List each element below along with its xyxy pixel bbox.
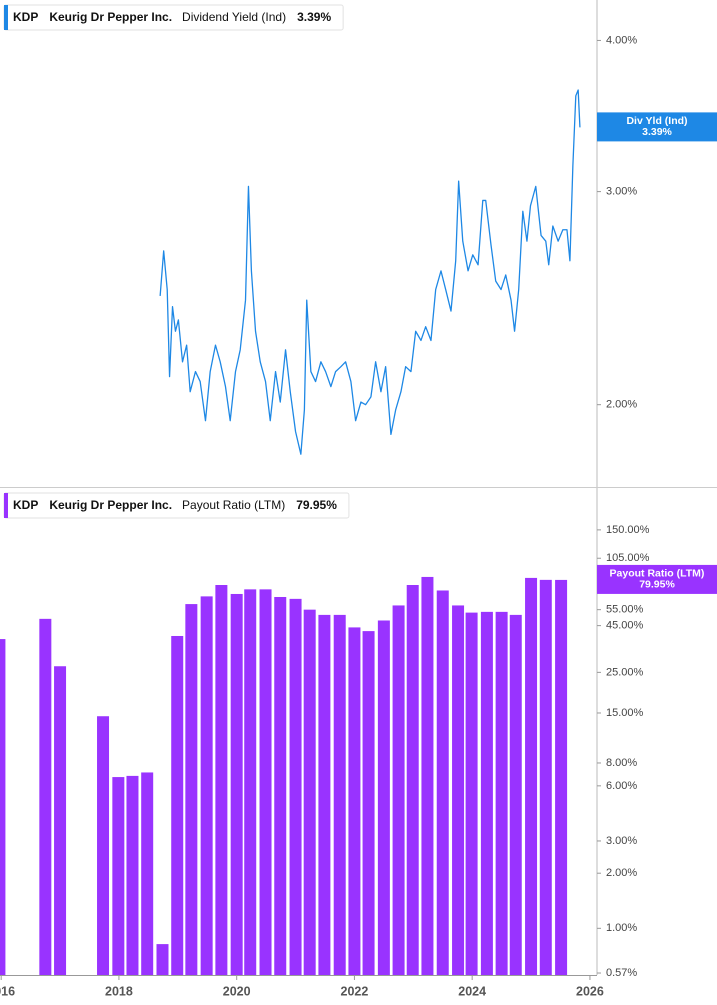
company-name: Keurig Dr Pepper Inc. — [49, 10, 172, 24]
bar — [185, 604, 198, 975]
bar — [318, 614, 331, 975]
y-tick-label: 3.00% — [606, 835, 637, 847]
bar — [97, 716, 110, 975]
current-tag-value: 3.39% — [642, 126, 672, 138]
bar — [465, 612, 478, 975]
bar — [348, 627, 361, 975]
ticker: KDP — [13, 498, 38, 512]
company-name: Keurig Dr Pepper Inc. — [49, 498, 172, 512]
bar — [244, 589, 257, 975]
bar — [452, 605, 465, 975]
y-tick-label: 6.00% — [606, 780, 637, 792]
bar — [480, 611, 493, 975]
legend-swatch — [4, 493, 8, 518]
bar — [171, 635, 184, 975]
bar — [39, 618, 52, 975]
x-tick-label: 2016 — [0, 984, 15, 998]
yield-line — [159, 89, 581, 455]
bar — [141, 772, 154, 975]
bar — [303, 609, 316, 975]
y-tick-label: 2.00% — [606, 399, 637, 411]
bar — [274, 596, 287, 975]
x-tick-label: 2018 — [105, 984, 133, 998]
y-tick-label: 2.00% — [606, 867, 637, 879]
legend-swatch — [4, 5, 8, 30]
bar — [333, 614, 346, 975]
bar — [126, 775, 139, 975]
current-tag-title: Payout Ratio (LTM) — [610, 568, 705, 580]
bar — [200, 596, 213, 975]
metric-name: Dividend Yield (Ind) — [182, 10, 286, 24]
y-tick-label: 55.00% — [606, 604, 644, 616]
current-tag-title: Div Yld (Ind) — [626, 115, 687, 127]
y-tick-label: 1.00% — [606, 922, 637, 934]
y-tick-label: 3.00% — [606, 186, 637, 198]
bar — [54, 666, 67, 975]
bar — [0, 639, 6, 975]
current-tag-value: 79.95% — [639, 579, 675, 591]
bar — [362, 631, 375, 975]
x-tick-label: 2022 — [341, 984, 369, 998]
metric-name: Payout Ratio (LTM) — [182, 498, 285, 512]
bar — [289, 598, 302, 975]
y-tick-label: 4.00% — [606, 34, 637, 46]
bar — [509, 614, 522, 975]
bar — [539, 579, 552, 975]
bar — [259, 589, 272, 975]
y-tick-label: 25.00% — [606, 666, 644, 678]
bar — [377, 620, 390, 975]
bar — [215, 585, 228, 975]
bar — [436, 590, 449, 975]
x-tick-label: 2020 — [223, 984, 251, 998]
bar — [495, 611, 508, 975]
y-tick-label: 105.00% — [606, 552, 650, 564]
bar — [421, 576, 434, 975]
bar — [230, 593, 243, 975]
y-tick-label: 45.00% — [606, 620, 644, 632]
metric-value: 3.39% — [297, 10, 331, 24]
ticker: KDP — [13, 10, 38, 24]
metric-value: 79.95% — [296, 498, 337, 512]
y-tick-label: 8.00% — [606, 757, 637, 769]
x-tick-label: 2024 — [458, 984, 486, 998]
y-tick-label: 0.57% — [606, 967, 637, 979]
bar — [555, 579, 568, 975]
bar — [406, 585, 419, 975]
current-tag — [597, 564, 717, 594]
y-tick-label: 150.00% — [606, 524, 650, 536]
bar — [112, 777, 125, 975]
bar — [525, 577, 538, 975]
y-tick-label: 15.00% — [606, 707, 644, 719]
current-tag — [597, 112, 717, 142]
bar — [392, 605, 405, 975]
bar — [156, 944, 169, 975]
x-tick-label: 2026 — [576, 984, 604, 998]
